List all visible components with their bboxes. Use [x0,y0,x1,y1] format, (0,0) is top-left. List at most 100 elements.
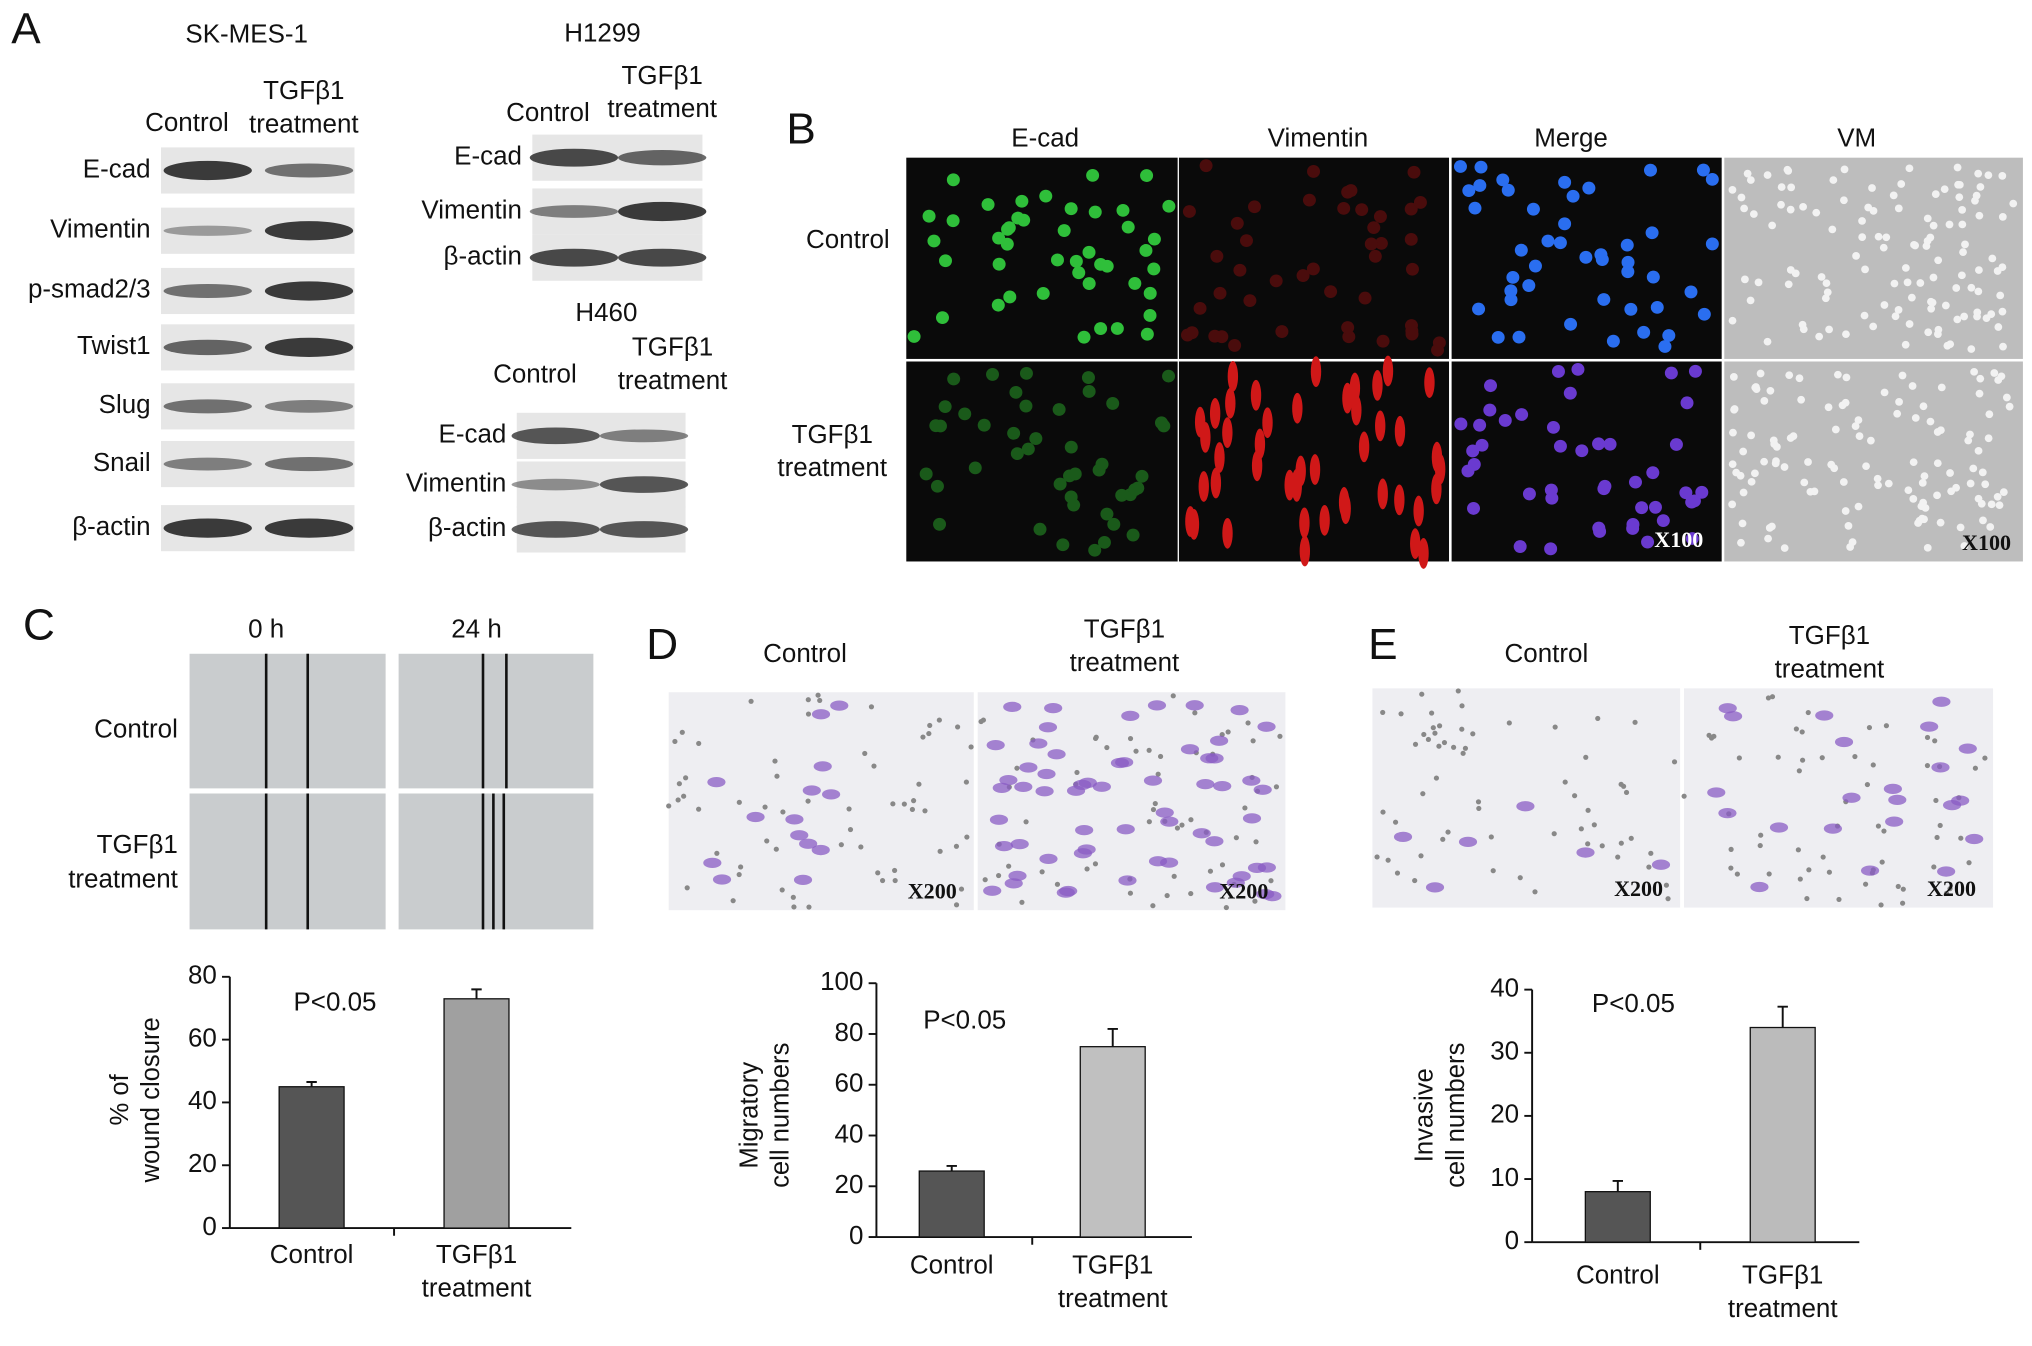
cell [1885,816,1904,827]
text-line: TGFβ1 [1789,622,1870,650]
x-tick-label: Control [1576,1262,1660,1290]
cell [1148,856,1168,867]
pore [1084,866,1090,872]
pore [683,775,689,781]
cell [1936,518,1945,527]
text-line: treatment [1070,649,1180,677]
text-line: TGFβ1 [792,421,873,449]
cell [1003,290,1017,304]
pore [1174,825,1181,831]
cell [1582,181,1596,195]
panel-label: C [23,601,55,650]
cell [1650,300,1664,314]
cell [1842,373,1851,382]
cell [1718,703,1737,714]
bar [278,1086,345,1229]
cell [1606,334,1620,348]
cell [1372,370,1383,401]
cell [1382,355,1394,387]
cell [1296,269,1310,282]
cell [1010,447,1024,461]
pore [1170,693,1176,699]
cell [1230,216,1244,230]
cell [1110,322,1124,335]
pore [926,731,932,737]
cell [1528,259,1542,273]
cell [1984,171,1993,180]
cell [1998,213,2007,221]
cell [946,214,960,228]
cell [1413,495,1424,527]
cell [1454,417,1468,431]
cell [1364,237,1378,251]
cell [1504,284,1518,298]
cell [1140,327,1154,341]
blot-band [264,456,354,472]
cell [1909,458,1918,467]
cell [1728,460,1737,469]
pore [1421,731,1427,738]
cell [813,761,832,772]
cell [1250,379,1262,411]
text-line: TGFβ1 [632,334,713,362]
cell [1823,823,1843,834]
pore [1277,733,1283,739]
pore [1385,857,1391,863]
cell [1967,283,1976,292]
cell [1575,444,1589,458]
cell [1910,240,1918,249]
cell [1200,753,1219,764]
cell [1269,274,1283,288]
text-line: TGFβ1 [1084,616,1165,644]
text-line: treatment [1058,1285,1168,1313]
cell [1795,374,1804,383]
cell [1015,194,1029,208]
cell [1035,786,1054,797]
cell [1242,775,1261,786]
y-axis-label: Invasive cell numbers [1410,1043,1469,1188]
magnification: X200 [1219,879,1268,904]
blot-band [264,518,354,538]
cell [1094,322,1108,335]
cell [1010,838,1029,850]
pore [1671,759,1678,765]
pore [936,717,942,723]
pore [1006,863,1012,869]
pore [1532,889,1538,895]
pore [1455,688,1461,694]
pore [1488,834,1494,840]
cell [1185,326,1199,340]
cell [1033,522,1047,536]
cell [1222,417,1233,449]
cell [1858,233,1867,241]
magnification: X200 [908,879,957,904]
cell [1923,543,1932,552]
cell [1697,307,1711,321]
cell [1739,447,1748,456]
pore [910,798,917,804]
pore [1883,723,1890,729]
cell [1750,881,1769,893]
cell [1239,234,1253,248]
pore [1150,903,1156,909]
pore [1797,876,1803,882]
cell [1756,369,1765,378]
cell-line-title: SK-MES-1 [185,21,308,49]
cell [1860,865,1880,876]
pore [1806,867,1812,873]
pore [1932,738,1938,744]
cell [1908,382,1917,390]
blot-band [599,476,689,493]
cell [1233,263,1247,277]
cell [1739,488,1748,497]
cell [1974,446,1983,455]
text-line: Invasive [1410,1068,1438,1162]
cell [1243,294,1257,308]
cell [1475,438,1489,452]
pore [773,846,779,852]
pore [675,797,681,803]
pore [953,843,960,849]
cell [1705,237,1719,251]
text-line: treatment [249,111,359,139]
cell [1635,501,1649,515]
